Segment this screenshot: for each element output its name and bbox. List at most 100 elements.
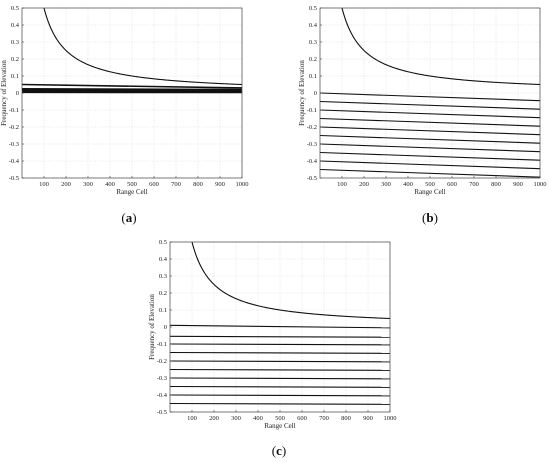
y-tick-label: -0.4	[307, 158, 318, 165]
y-tick-label: 0	[314, 90, 317, 97]
x-tick-label: 600	[297, 415, 307, 422]
x-tick-label: 600	[447, 181, 457, 188]
panel-label-a: (a)	[121, 210, 136, 225]
y-tick-label: -0.3	[157, 375, 167, 382]
y-tick-label: -0.4	[9, 158, 20, 165]
x-tick-label: 700	[171, 181, 181, 188]
y-tick-label: -0.1	[9, 107, 19, 114]
x-tick-label: 100	[337, 181, 347, 188]
series-line-a-1	[22, 83, 242, 89]
x-tick-label: 400	[403, 181, 413, 188]
y-tick-label: 0.1	[309, 73, 317, 80]
x-tick-label: 200	[61, 181, 71, 188]
series-line-b-7	[320, 143, 540, 153]
series-line-b-10	[320, 168, 540, 178]
y-tick-label: 0.4	[159, 256, 168, 263]
y-tick-label: 0.2	[159, 290, 167, 297]
series-line-b-0	[341, 8, 540, 86]
series-line-b-4	[320, 117, 540, 127]
x-tick-label: 800	[341, 415, 351, 422]
series-line-c-9	[170, 394, 390, 397]
y-axis-label: Frequency of Elevation	[148, 294, 156, 360]
x-axis-label: Range Cell	[116, 188, 147, 196]
series-line-c-5	[170, 360, 390, 363]
series-line-c-8	[170, 385, 390, 388]
x-tick-label: 600	[149, 181, 159, 188]
y-tick-label: -0.3	[307, 141, 317, 148]
x-tick-label: 100	[187, 415, 197, 422]
y-tick-label: 0.5	[159, 239, 167, 246]
series-line-b-2	[320, 100, 540, 110]
y-tick-label: -0.4	[157, 392, 168, 399]
y-axis-label: Frequency of Elevation	[0, 60, 8, 126]
series-line-b-1	[320, 92, 540, 102]
y-tick-label: 0.4	[309, 22, 318, 29]
x-tick-label: 900	[513, 181, 523, 188]
x-tick-label: 400	[105, 181, 115, 188]
y-tick-label: -0.5	[9, 175, 19, 182]
y-tick-label: 0.5	[11, 5, 19, 12]
y-axis-label: Frequency of Elevation	[298, 60, 306, 126]
y-tick-label: 0.4	[11, 22, 20, 29]
x-tick-label: 100	[39, 181, 49, 188]
panel-label-b: (b)	[422, 210, 438, 225]
chart-panel-b: 100 200 300 400 500 600 700 800 900 1000 -0.5 -0.4 -…	[298, 5, 547, 196]
series-line-b-8	[320, 151, 540, 161]
x-tick-label: 300	[381, 181, 391, 188]
panel-label-c: (c)	[272, 443, 286, 458]
series-line-b-5	[320, 126, 540, 136]
y-tick-label: 0.2	[11, 56, 19, 63]
x-tick-label: 900	[363, 415, 373, 422]
series-line-c-0	[191, 242, 390, 320]
y-tick-label: -0.5	[307, 175, 317, 182]
x-tick-label: 300	[83, 181, 93, 188]
series-line-c-2	[170, 335, 390, 338]
series-line-c-1	[170, 324, 390, 329]
y-tick-label: 0.1	[11, 73, 19, 80]
series-line-c-3	[170, 343, 390, 346]
x-tick-label: 700	[319, 415, 329, 422]
x-tick-label: 500	[425, 181, 435, 188]
chart-panel-a: 100 200 300 400 500 600 700 800 900 1000 -0.5 -0.4 -…	[0, 5, 249, 196]
x-tick-label: 700	[469, 181, 479, 188]
y-tick-label: -0.3	[9, 141, 19, 148]
x-tick-label: 200	[359, 181, 369, 188]
y-tick-label: -0.2	[307, 124, 317, 131]
chart-panel-c: 100 200 300 400 500 600 700 800 900 1000 -0.5 -0.4 -…	[148, 239, 397, 430]
x-tick-label: 1000	[384, 415, 397, 422]
x-tick-label: 200	[209, 415, 219, 422]
y-tick-label: 0.1	[159, 307, 167, 314]
series-line-b-6	[320, 134, 540, 144]
y-tick-label: -0.5	[157, 409, 167, 416]
y-tick-label: -0.2	[9, 124, 19, 131]
y-tick-label: -0.1	[307, 107, 317, 114]
series-line-c-10	[170, 402, 390, 405]
series-line-c-4	[170, 351, 390, 354]
series-line-c-6	[170, 368, 390, 371]
x-tick-label: 500	[275, 415, 285, 422]
series-line-c-7	[170, 377, 390, 380]
x-tick-label: 300	[231, 415, 241, 422]
series-line-a-0	[43, 8, 242, 86]
x-tick-label: 400	[253, 415, 263, 422]
series-line-b-3	[320, 109, 540, 119]
y-tick-label: 0.3	[11, 39, 19, 46]
y-tick-label: 0	[164, 324, 167, 331]
x-tick-label: 1000	[236, 181, 249, 188]
x-tick-label: 800	[193, 181, 203, 188]
y-tick-label: 0.3	[159, 273, 167, 280]
y-tick-label: 0	[16, 90, 19, 97]
y-tick-label: 0.2	[309, 56, 317, 63]
y-tick-label: -0.2	[157, 358, 167, 365]
y-tick-label: -0.1	[157, 341, 167, 348]
y-tick-label: 0.3	[309, 39, 317, 46]
x-axis-label: Range Cell	[264, 422, 295, 430]
x-tick-label: 900	[215, 181, 225, 188]
series-line-b-9	[320, 160, 540, 170]
x-tick-label: 800	[491, 181, 501, 188]
y-tick-label: 0.5	[309, 5, 317, 12]
x-tick-label: 500	[127, 181, 137, 188]
x-tick-label: 1000	[534, 181, 547, 188]
x-axis-label: Range Cell	[414, 188, 445, 196]
